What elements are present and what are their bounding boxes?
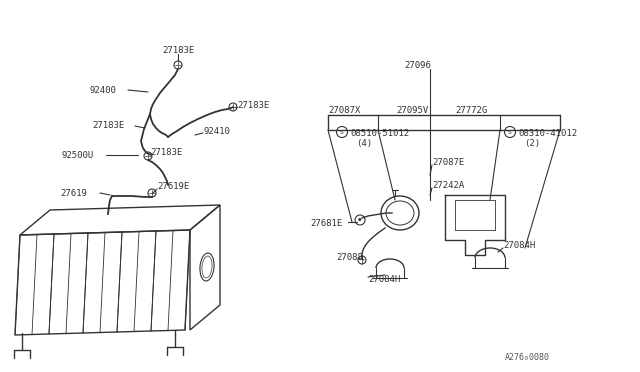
Text: (4): (4) [356, 138, 372, 148]
Text: 27096: 27096 [404, 61, 431, 70]
Text: 92410: 92410 [203, 126, 230, 135]
Text: ●: ● [358, 218, 362, 222]
Text: (2): (2) [524, 138, 540, 148]
Text: A276₀0080: A276₀0080 [505, 353, 550, 362]
Text: S: S [508, 129, 512, 135]
Text: 27088: 27088 [336, 253, 363, 262]
Text: 27183E: 27183E [162, 45, 195, 55]
Text: 27183E: 27183E [237, 100, 269, 109]
Text: 27084H: 27084H [503, 241, 535, 250]
Text: 08510-51012: 08510-51012 [350, 128, 409, 138]
Text: 27681E: 27681E [310, 218, 342, 228]
Text: 27087E: 27087E [432, 157, 464, 167]
Text: 92500U: 92500U [62, 151, 94, 160]
Text: 27772G: 27772G [455, 106, 487, 115]
Text: 08310-41012: 08310-41012 [518, 128, 577, 138]
Text: 27183E: 27183E [150, 148, 182, 157]
Text: 27095V: 27095V [396, 106, 428, 115]
Text: 27619: 27619 [60, 189, 87, 198]
Text: S: S [340, 129, 344, 135]
Text: 92400: 92400 [90, 86, 117, 94]
Text: 27087X: 27087X [328, 106, 360, 115]
Text: 27183E: 27183E [92, 121, 124, 129]
Text: 27084H: 27084H [368, 276, 400, 285]
Text: 27619E: 27619E [157, 182, 189, 190]
Text: 27242A: 27242A [432, 180, 464, 189]
